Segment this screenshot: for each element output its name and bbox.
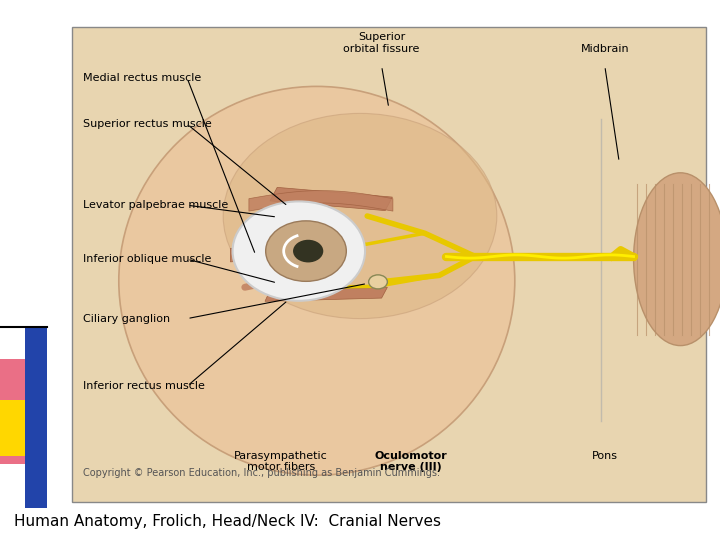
Bar [0,359,47,464]
Text: Ciliary ganglion: Ciliary ganglion [83,314,170,323]
Text: Pons: Pons [592,451,618,461]
Text: Superior rectus muscle: Superior rectus muscle [83,119,212,129]
Circle shape [369,275,387,289]
Ellipse shape [634,173,720,346]
Text: Copyright © Pearson Education, Inc., publishing as Benjamin Cummings.: Copyright © Pearson Education, Inc., pub… [83,468,440,478]
Polygon shape [230,246,265,262]
Text: Superior
orbital fissure: Superior orbital fissure [343,32,420,54]
Ellipse shape [223,113,497,319]
Text: Levator palpebrae muscle: Levator palpebrae muscle [83,200,228,210]
Text: Midbrain: Midbrain [580,44,629,54]
Text: Medial rectus muscle: Medial rectus muscle [83,73,201,83]
Polygon shape [270,187,392,211]
Circle shape [233,201,365,301]
Text: Oculomotor
nerve (III): Oculomotor nerve (III) [374,451,447,472]
Text: Inferior oblique muscle: Inferior oblique muscle [83,254,211,264]
Text: Human Anatomy, Frolich, Head/Neck IV:  Cranial Nerves: Human Anatomy, Frolich, Head/Neck IV: Cr… [14,514,441,529]
Circle shape [293,240,323,262]
Polygon shape [265,287,387,301]
Circle shape [266,221,346,281]
Bar [0,400,47,456]
Bar [25,327,47,508]
Bar [72,27,706,502]
Text: Parasympathetic
motor fibers: Parasympathetic motor fibers [234,451,328,472]
Bar [0,359,26,464]
Ellipse shape [119,86,515,475]
Text: Inferior rectus muscle: Inferior rectus muscle [83,381,204,391]
